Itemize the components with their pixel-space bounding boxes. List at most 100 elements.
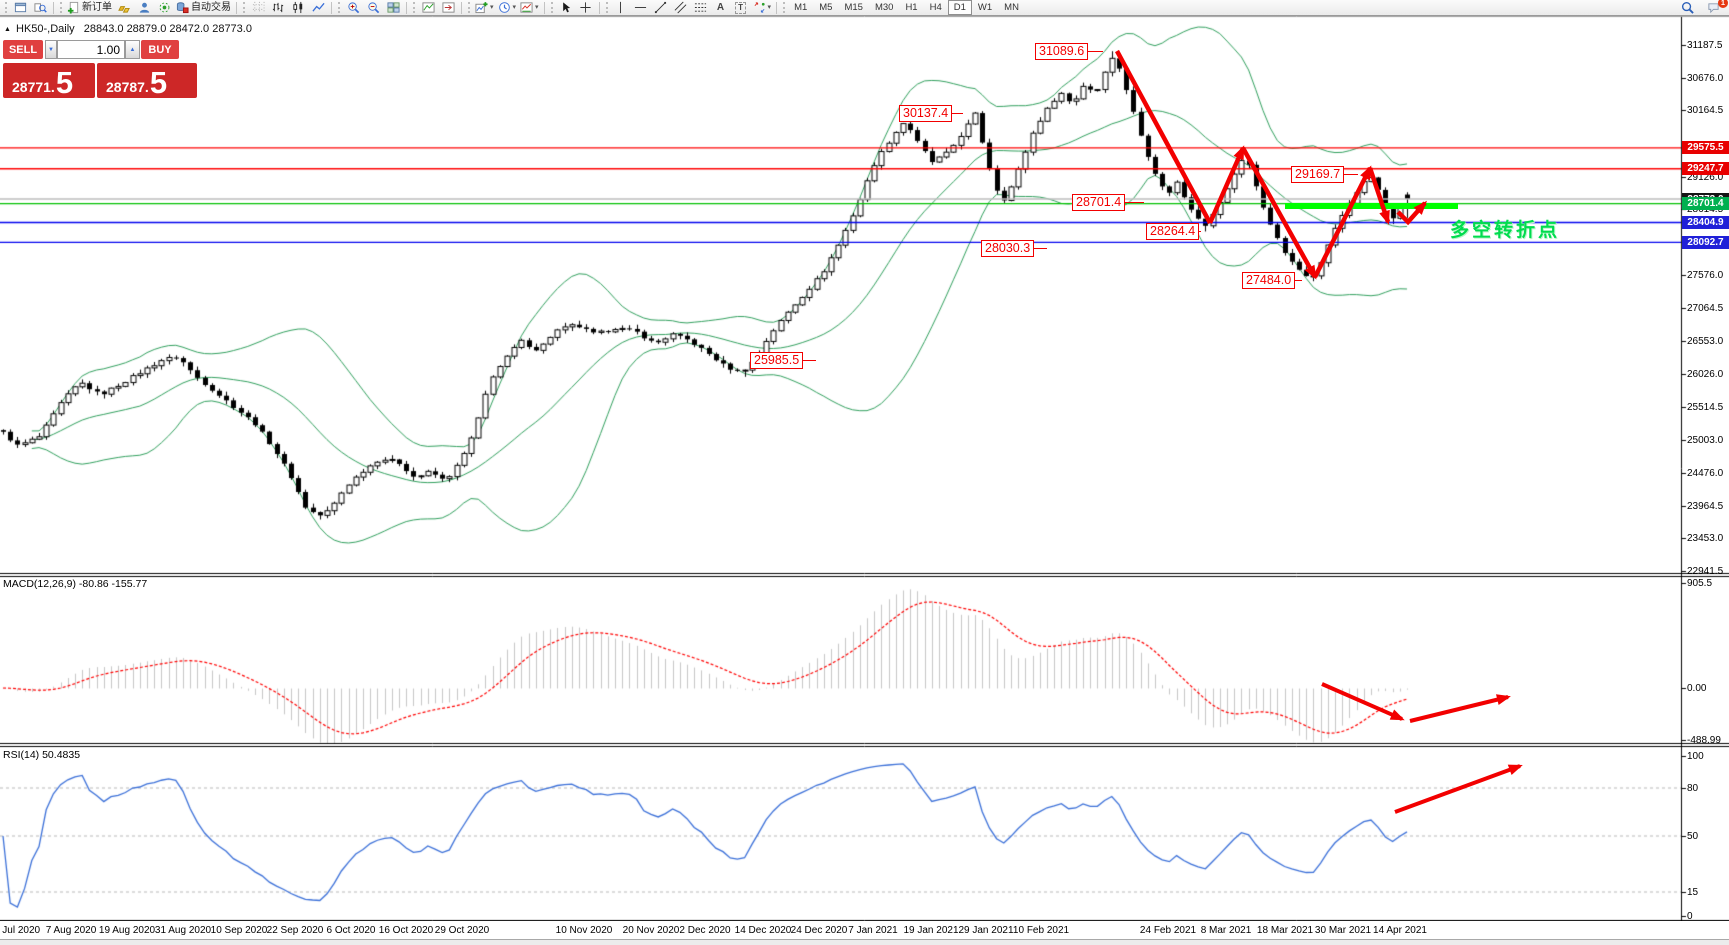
cursor-tool-button[interactable] xyxy=(556,1,576,15)
date-label: 24 Feb 2021 xyxy=(1139,925,1197,936)
hline-tool-button[interactable] xyxy=(631,1,651,15)
search-icon[interactable] xyxy=(1677,1,1697,15)
price-badge-29247.7: 29247.7 xyxy=(1682,162,1729,176)
price-tick: 23964.5 xyxy=(1687,500,1724,512)
timeframe-m1[interactable]: M1 xyxy=(794,2,808,13)
volume-down-button[interactable]: ▼ xyxy=(45,40,57,59)
text-tool-button[interactable]: A xyxy=(716,1,725,13)
date-label: 18 Mar 2021 xyxy=(1256,925,1314,936)
price-callout-28701.4[interactable]: 28701.4 xyxy=(1072,194,1145,211)
price-tick: 25514.5 xyxy=(1687,401,1724,413)
timeframe-w1[interactable]: W1 xyxy=(977,2,993,13)
date-label: 14 Dec 2020 xyxy=(734,925,792,936)
gold-icon-button[interactable] xyxy=(114,1,134,15)
ask-price-big: 5 xyxy=(149,64,168,100)
new-chart-button[interactable] xyxy=(10,1,30,15)
autotrade-button[interactable]: 自动交易 xyxy=(174,1,233,15)
add-indicator-button[interactable]: ▾ xyxy=(473,1,496,15)
account-icon-button[interactable] xyxy=(134,1,154,15)
support-zone-bar[interactable] xyxy=(1285,203,1458,209)
price-callout-30137.4[interactable]: 30137.4 xyxy=(899,105,964,122)
tile-windows-button[interactable] xyxy=(383,1,403,15)
periods-icon xyxy=(498,2,510,13)
price-callout-28264.4[interactable]: 28264.4 xyxy=(1146,223,1202,240)
templates-button[interactable]: ▾ xyxy=(518,1,541,15)
timeframe-h4[interactable]: H4 xyxy=(929,2,942,13)
sell-button[interactable]: SELL xyxy=(3,40,43,59)
price-badge-28701.4: 28701.4 xyxy=(1682,197,1729,211)
label-tool-button[interactable]: T xyxy=(731,1,751,15)
date-label: 20 Nov 2020 xyxy=(622,925,680,936)
tiles-icon xyxy=(386,2,400,13)
price-tick: 27576.0 xyxy=(1687,270,1724,282)
price-badge-28404.9: 28404.9 xyxy=(1682,215,1729,229)
date-label: 6 Oct 2020 xyxy=(326,925,376,936)
chart-shift-button[interactable] xyxy=(438,1,458,15)
timeframe-h1[interactable]: H1 xyxy=(905,2,918,13)
ask-price-small: 28787. xyxy=(106,78,149,95)
price-tick: 30164.5 xyxy=(1687,105,1724,117)
price-tick: 30676.0 xyxy=(1687,72,1724,84)
fibonacci-tool-button[interactable] xyxy=(691,1,711,15)
price-tick: 31187.5 xyxy=(1687,40,1723,51)
grid-toggle-button[interactable] xyxy=(248,1,268,15)
timeframe-m30[interactable]: M30 xyxy=(874,2,894,13)
zoom-in-button[interactable] xyxy=(343,1,363,15)
indicator-window-button[interactable] xyxy=(418,1,438,15)
price-callout-29169.7[interactable]: 29169.7 xyxy=(1291,166,1359,183)
periods-button[interactable]: ▾ xyxy=(496,1,519,15)
timeframe-m15[interactable]: M15 xyxy=(844,2,863,13)
line-chart-button[interactable] xyxy=(308,1,328,15)
macd-scale-tick: 905.5 xyxy=(1687,578,1713,589)
collapse-icon[interactable]: ▲ xyxy=(4,26,11,33)
zoom-out-button[interactable] xyxy=(363,1,383,15)
indicators-icon xyxy=(421,2,435,13)
bars-icon xyxy=(272,2,283,13)
chart-search-icon xyxy=(33,3,47,13)
cn-annotation-text[interactable]: 多空转折点 xyxy=(1450,220,1561,241)
ask-price-panel[interactable]: 28787. 5 xyxy=(97,63,197,98)
price-callout-28030.3[interactable]: 28030.3 xyxy=(981,240,1048,257)
gold-icon xyxy=(117,6,130,13)
bar-chart-button[interactable] xyxy=(268,1,288,15)
shift-icon xyxy=(441,2,455,13)
symbol-name: HK50-,Daily xyxy=(16,23,75,35)
new-order-button[interactable]: 新订单 xyxy=(65,1,114,15)
toolbar: 新订单 自动交易 ▾ ▾ ▾ A T ▾ M1 M5 M15 M30 H1 H4 D1 W1 MN 1 xyxy=(0,0,1729,16)
zoom-out-icon xyxy=(367,2,379,14)
add-indicator-icon xyxy=(475,2,488,14)
volume-up-button[interactable]: ▲ xyxy=(125,40,140,59)
signal-icon xyxy=(159,2,169,13)
date-label: 24 Dec 2020 xyxy=(790,925,848,936)
macd-scale-tick: 0.00 xyxy=(1687,683,1707,694)
channel-tool-button[interactable] xyxy=(671,1,691,15)
rsi-scale-tick: 80 xyxy=(1687,783,1699,794)
price-callout-25985.5[interactable]: 25985.5 xyxy=(750,352,817,369)
vline-tool-button[interactable] xyxy=(611,1,631,15)
crosshair-tool-button[interactable] xyxy=(576,1,596,15)
macd-label: MACD(12,26,9) -80.86 -155.77 xyxy=(3,578,148,590)
price-callout-27484.0[interactable]: 27484.0 xyxy=(1242,272,1303,289)
candle-chart-button[interactable] xyxy=(288,1,308,15)
trendline-tool-button[interactable] xyxy=(651,1,671,15)
volume-input[interactable] xyxy=(57,40,125,59)
new-order-icon xyxy=(67,1,79,14)
date-label: 7 Jan 2021 xyxy=(848,925,898,936)
price-callout-31089.6[interactable]: 31089.6 xyxy=(1035,43,1104,60)
date-label: 10 Feb 2021 xyxy=(1012,925,1070,936)
arrows-tool-button[interactable]: ▾ xyxy=(751,1,774,15)
price-tick: 26026.0 xyxy=(1687,369,1724,381)
bid-price-panel[interactable]: 28771. 5 xyxy=(3,63,95,98)
notifications-icon[interactable]: 1 xyxy=(1703,0,1728,15)
timeframe-mn[interactable]: MN xyxy=(1004,2,1019,13)
buy-button[interactable]: BUY xyxy=(141,40,179,59)
chart-profiles-button[interactable] xyxy=(30,1,50,15)
signal-icon-button[interactable] xyxy=(154,1,174,15)
date-label: 16 Oct 2020 xyxy=(378,925,434,936)
line-chart-icon xyxy=(311,2,325,12)
timeframe-d1[interactable]: D1 xyxy=(947,0,972,15)
window-icon xyxy=(14,2,26,13)
timeframe-m5[interactable]: M5 xyxy=(819,2,833,13)
